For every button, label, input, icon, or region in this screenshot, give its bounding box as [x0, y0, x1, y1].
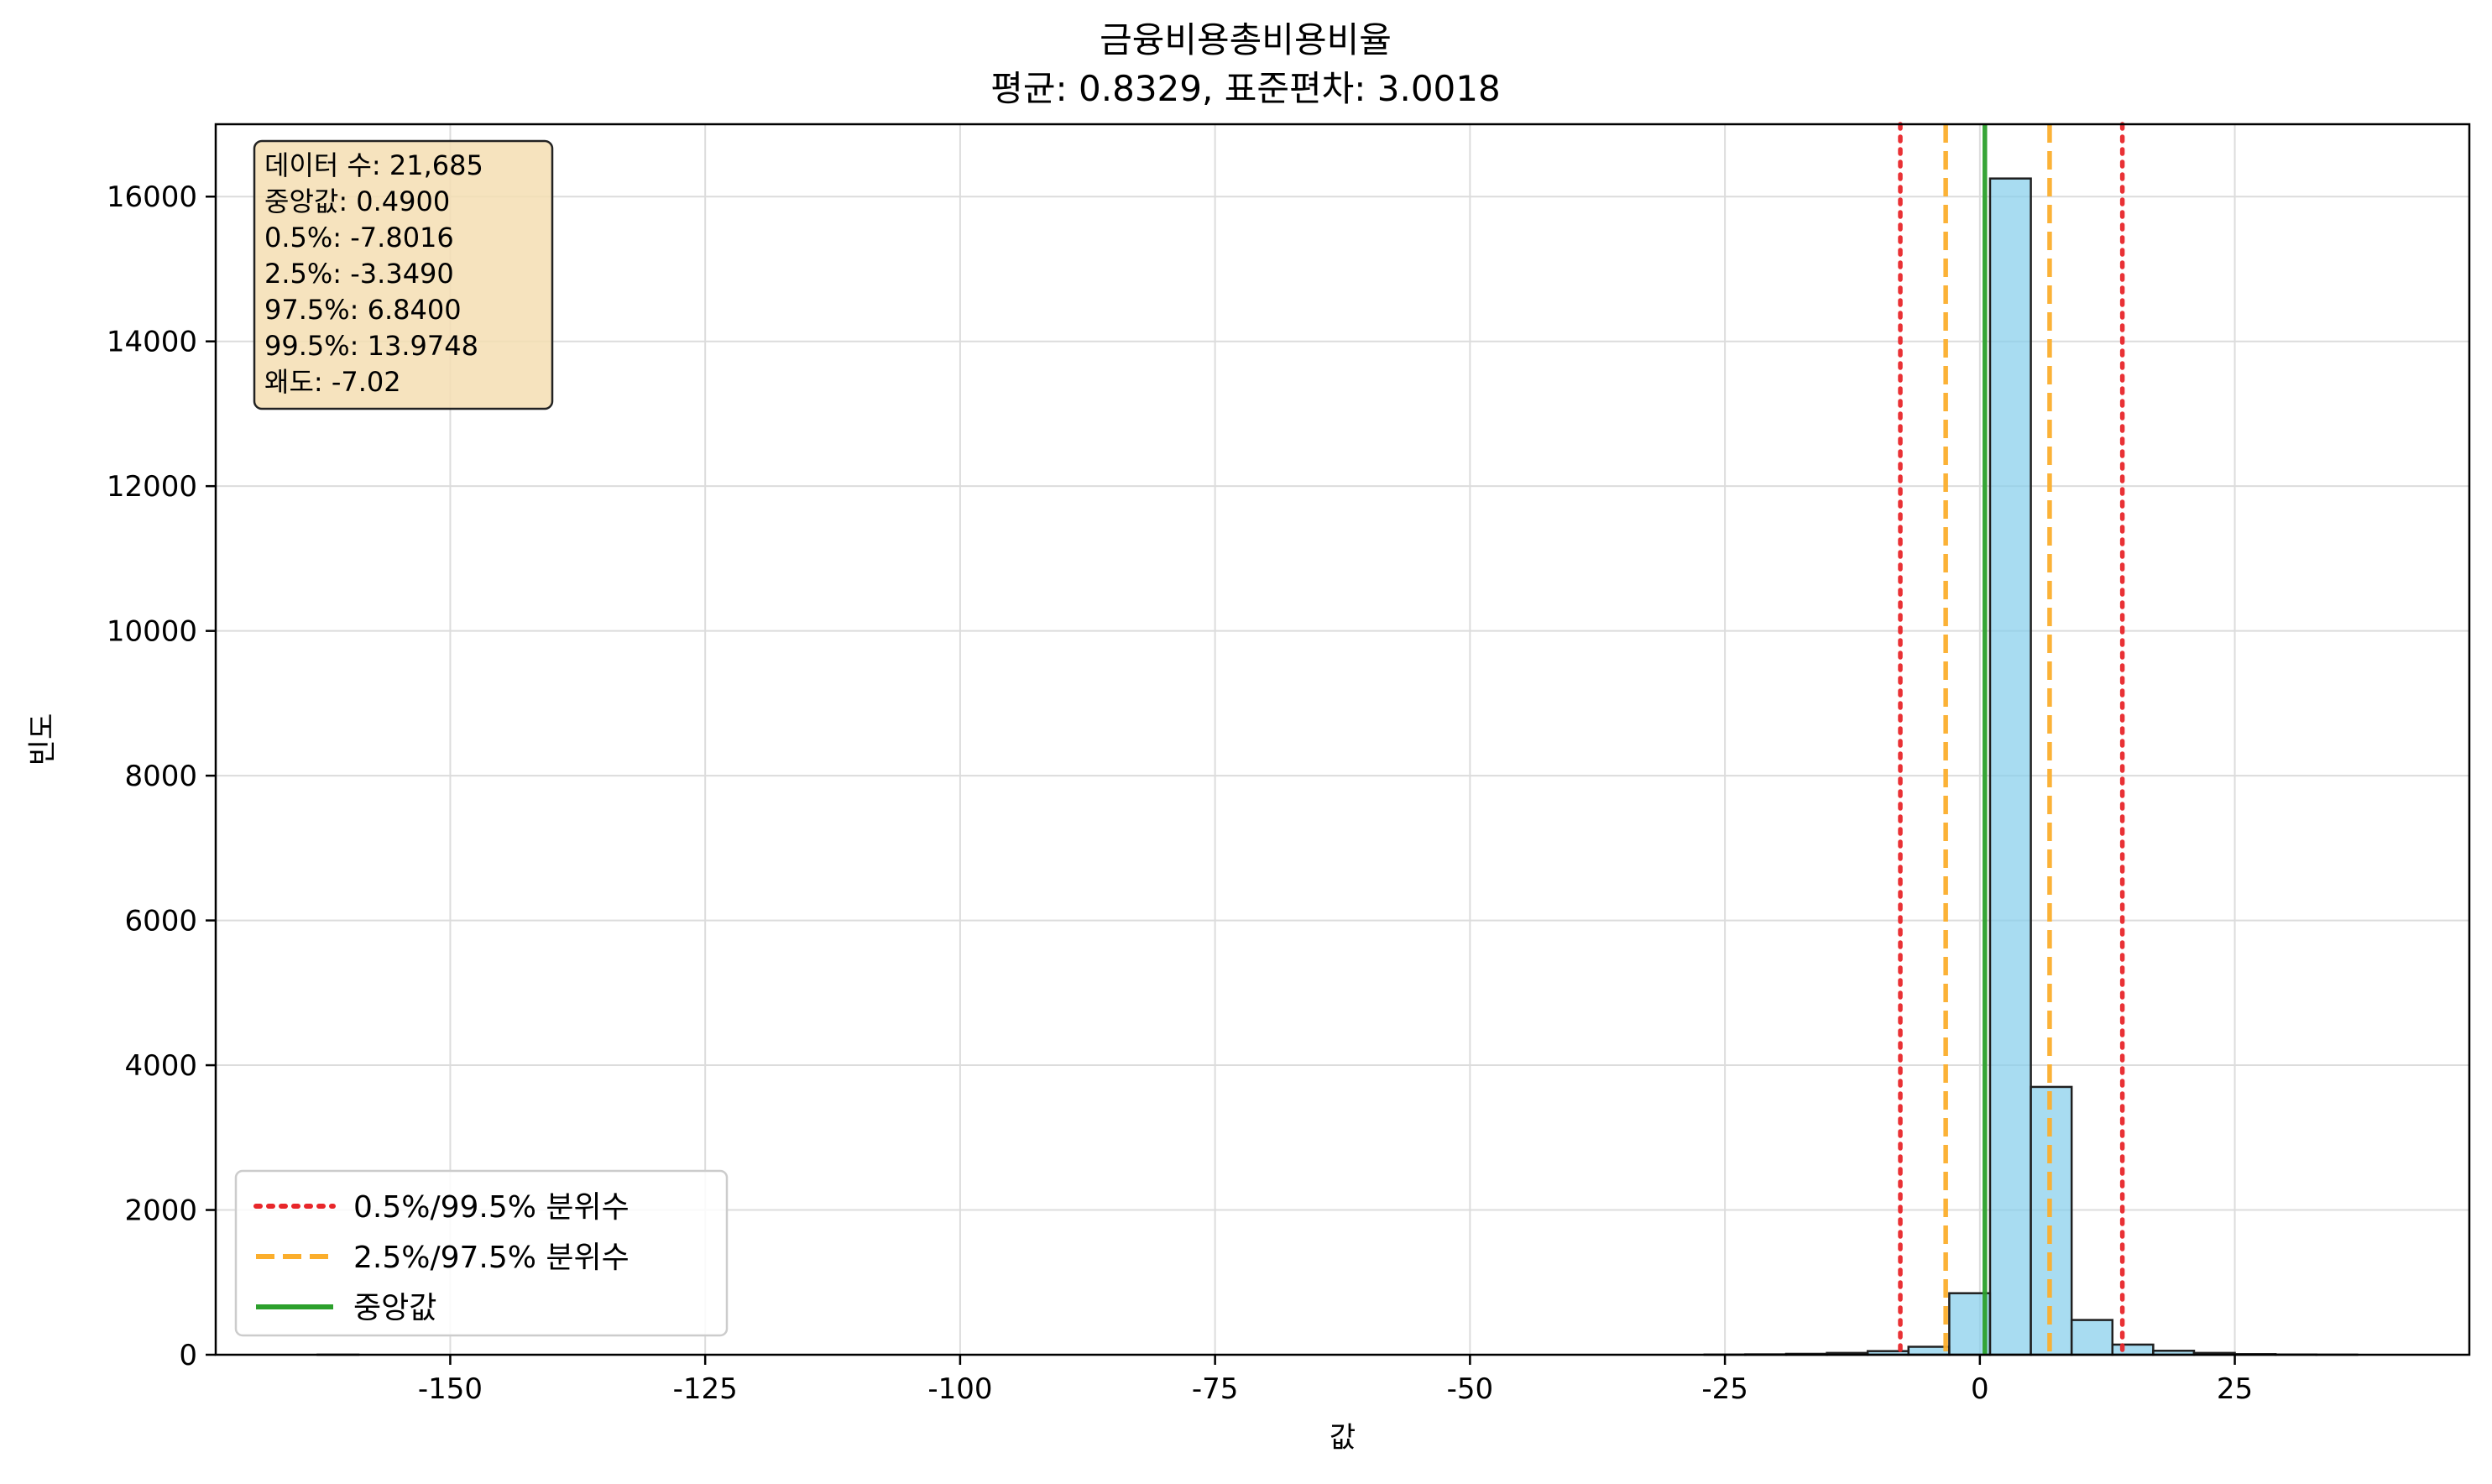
grid-lines	[216, 124, 2469, 1356]
stats-box: 데이터 수: 21,685 중앙값: 0.4900 0.5%: -7.8016 2.5…	[253, 139, 554, 410]
y-axis-ticks: 0 2000 4000 6000 8000 10000 12000 14000 16000	[107, 180, 216, 1372]
x-tick-label: 25	[2217, 1372, 2253, 1406]
y-axis-label: 빈도	[26, 713, 60, 766]
y-tick-label: 10000	[107, 615, 197, 649]
histogram-bar	[2070, 1319, 2114, 1356]
chart-title: 금융비용총비용비율	[1100, 19, 1392, 60]
legend-background	[234, 1169, 729, 1337]
chart-subtitle: 평균: 0.8329, 표준편차: 3.0018	[990, 68, 1500, 109]
x-tick-label: 0	[1971, 1372, 1989, 1406]
stats-line: 왜도: -7.02	[264, 366, 401, 398]
stats-line: 97.5%: 6.8400	[264, 294, 462, 326]
y-tick-label: 14000	[107, 326, 197, 359]
x-tick-label: -50	[1447, 1372, 1494, 1406]
y-tick-label: 4000	[124, 1049, 197, 1083]
x-axis-ticks: -150 -125 -100 -75 -50 -25 0 25	[418, 1355, 2253, 1406]
legend-entry: 2.5%/97.5% 분위수	[353, 1241, 630, 1275]
y-tick-label: 8000	[124, 760, 197, 793]
y-tick-label: 12000	[107, 470, 197, 504]
stats-line: 2.5%: -3.3490	[264, 258, 454, 290]
legend-entry: 중앙값	[353, 1291, 436, 1325]
y-tick-label: 0	[179, 1339, 197, 1372]
stats-line: 중앙값: 0.4900	[264, 186, 450, 217]
x-axis-label: 값	[1330, 1421, 1356, 1455]
y-tick-label: 16000	[107, 180, 197, 214]
x-tick-label: -100	[927, 1372, 992, 1406]
plot-frame	[214, 123, 2471, 1356]
x-tick-label: -150	[418, 1372, 483, 1406]
y-tick-label: 2000	[124, 1194, 197, 1228]
stats-line: 0.5%: -7.8016	[264, 222, 454, 253]
stats-line: 99.5%: 13.9748	[264, 330, 478, 362]
y-tick-label: 6000	[124, 905, 197, 938]
x-tick-label: -125	[673, 1372, 738, 1406]
legend-entry: 0.5%/99.5% 분위수	[353, 1190, 630, 1225]
histogram-bar	[1907, 1346, 1951, 1356]
reference-lines	[1898, 122, 2125, 1357]
stats-box-background	[253, 139, 554, 410]
x-tick-label: -75	[1192, 1372, 1239, 1406]
histogram-bar	[1988, 177, 2032, 1356]
x-tick-label: -25	[1701, 1372, 1748, 1406]
histogram-bar	[2111, 1343, 2155, 1356]
stats-line: 데이터 수: 21,685	[264, 149, 483, 181]
